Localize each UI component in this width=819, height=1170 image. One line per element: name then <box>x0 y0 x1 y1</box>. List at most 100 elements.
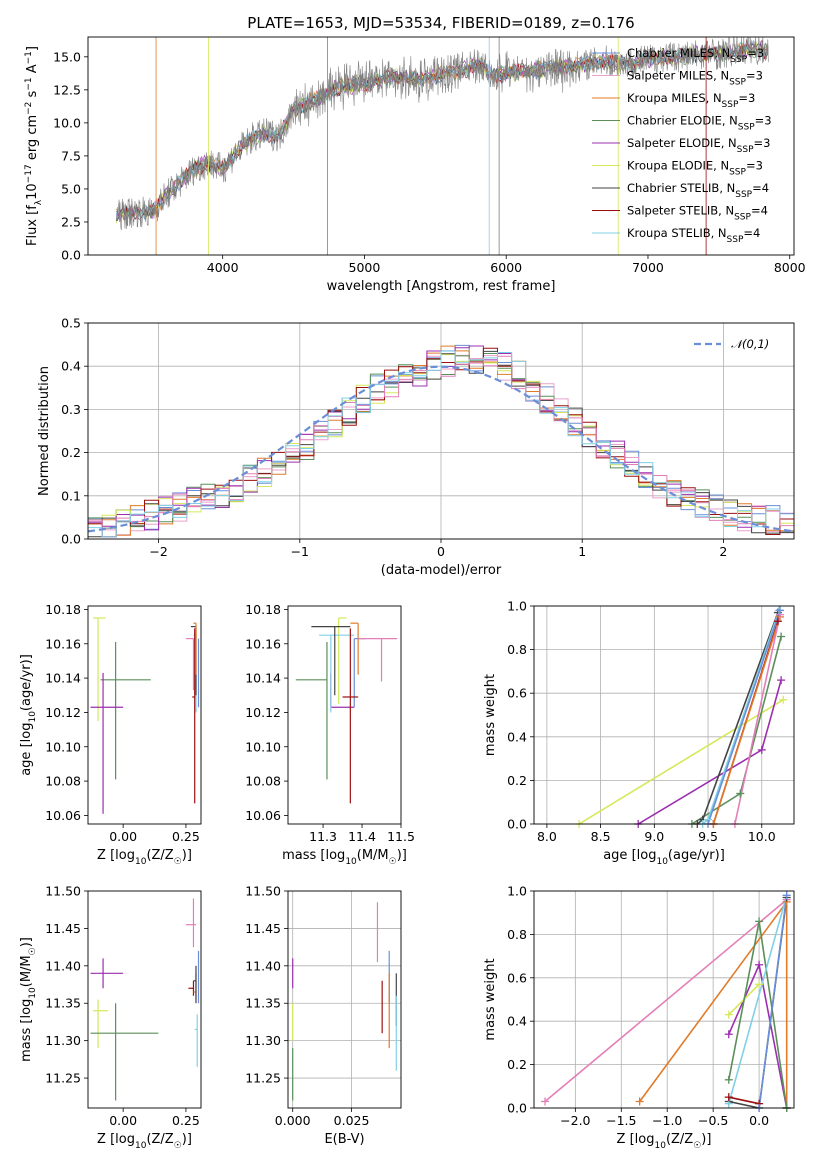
x-tick-label: 0.25 <box>172 1113 200 1128</box>
y-tick-label: 10.18 <box>45 602 81 617</box>
y-tick-label: 0.4 <box>61 359 81 374</box>
y-tick-label: 0.6 <box>507 970 527 985</box>
x-tick-label: 4000 <box>207 260 239 275</box>
y-tick-label: 0.2 <box>507 773 527 788</box>
y-axis-label: mass [log10(M/M☉)] <box>19 937 38 1062</box>
x-axis-label: mass [log10(M/M☉)] <box>282 848 407 867</box>
x-tick-label: 8.5 <box>591 829 611 844</box>
age-vs-mass-axes: 11.3 11.4 11.5 10.06 10.08 10.10 10.12 10.14 10.… <box>245 602 415 867</box>
plot-area <box>544 895 788 1108</box>
x-tick-label: −1 <box>291 544 309 559</box>
x-tick-label: 10.0 <box>748 829 776 844</box>
plot-area <box>116 37 769 255</box>
legend-label: Salpeter MILES, NSSP=3 <box>627 69 763 88</box>
massweight-vs-age-axes: 8.0 8.5 9.0 9.5 10.0 0.0 0.2 0.4 0.6 0.8 1.0 age [l… <box>483 599 795 867</box>
axes-frame <box>87 890 202 1109</box>
y-tick-label: 0.0 <box>61 248 81 263</box>
x-tick-label: 0.000 <box>275 1113 311 1128</box>
x-tick-label: −2 <box>149 544 167 559</box>
axes-frame <box>287 605 402 825</box>
y-tick-label: 0.6 <box>507 686 527 701</box>
y-tick-label: 11.25 <box>45 1071 81 1086</box>
y-tick-label: 10.12 <box>245 705 281 720</box>
x-tick-label: 0.00 <box>109 829 137 844</box>
y-axis-label: age [log10(age/yr)] <box>19 654 38 776</box>
x-tick-label: 11.5 <box>387 829 415 844</box>
legend-label: Kroupa MILES, NSSP=3 <box>627 91 755 110</box>
histogram-step <box>88 355 794 538</box>
x-tick-label: 5000 <box>349 260 381 275</box>
x-tick-label: −1.5 <box>606 1113 636 1128</box>
legend-label: Salpeter ELODIE, NSSP=3 <box>627 136 770 155</box>
y-tick-label: 10.10 <box>245 739 281 754</box>
y-tick-label: 11.35 <box>245 996 281 1011</box>
residuals-axes: −2 −1 0 1 2 0.0 0.1 0.2 0.3 0.4 0.5 (data-model)/er… <box>37 316 795 578</box>
y-tick-label: 0.0 <box>61 532 81 547</box>
x-tick-label: 9.5 <box>698 829 718 844</box>
x-axis-label: Z [log10(Z/Z☉)] <box>97 1132 192 1151</box>
x-tick-label: 0.0 <box>749 1113 769 1128</box>
plot-area <box>88 344 794 538</box>
y-tick-label: 0.0 <box>507 817 527 832</box>
y-tick-label: 10.10 <box>45 739 81 754</box>
y-tick-label: 0.2 <box>61 445 81 460</box>
x-tick-label: 0.025 <box>334 1113 370 1128</box>
y-axis-label: mass weight <box>483 958 498 1040</box>
observed-spectrum-line <box>116 37 769 230</box>
y-tick-label: 11.30 <box>245 1033 281 1048</box>
y-tick-label: 10.0 <box>53 115 81 130</box>
y-tick-label: 10.16 <box>245 636 281 651</box>
x-axis-label: E(B-V) <box>324 1132 364 1147</box>
y-tick-label: 1.0 <box>507 884 527 899</box>
plot-area <box>578 610 784 824</box>
legend-label: Salpeter STELIB, NSSP=4 <box>627 204 768 223</box>
axes-frame <box>533 890 795 1109</box>
x-tick-label: 11.3 <box>309 829 337 844</box>
massweight-line <box>734 614 781 824</box>
legend-label: Kroupa STELIB, NSSP=4 <box>627 226 760 245</box>
y-axis-label: Normed distribution <box>37 366 52 496</box>
normal-reference-curve <box>88 365 794 533</box>
y-axis-label: mass weight <box>483 674 498 756</box>
massweight-line <box>696 612 779 824</box>
y-tick-label: 11.50 <box>245 884 281 899</box>
y-tick-label: 10.12 <box>45 705 81 720</box>
legend-label: 𝒩(0,1) <box>731 337 769 351</box>
y-tick-label: 10.06 <box>45 808 81 823</box>
y-tick-label: 15.0 <box>53 49 81 64</box>
y-tick-label: 11.45 <box>245 921 281 936</box>
figure-title: PLATE=1653, MJD=53534, FIBERID=0189, z=0… <box>247 14 634 32</box>
y-tick-label: 11.50 <box>45 884 81 899</box>
mass-vs-metallicity-axes: 0.00 0.25 11.25 11.30 11.35 11.40 11.45 11.50 Z … <box>19 884 202 1151</box>
y-tick-label: 0.4 <box>507 729 527 744</box>
x-tick-label: −1.0 <box>652 1113 682 1128</box>
x-tick-label: 1 <box>578 544 586 559</box>
y-tick-label: 1.0 <box>507 599 527 614</box>
legend-label: Chabrier MILES, NSSP=3 <box>627 46 764 65</box>
x-tick-label: 6000 <box>490 260 522 275</box>
y-tick-label: 11.35 <box>45 996 81 1011</box>
y-tick-label: 5.0 <box>61 181 81 196</box>
axes-frame <box>87 605 202 825</box>
x-axis-label: (data-model)/error <box>381 563 502 578</box>
massweight-line <box>728 895 788 1104</box>
y-tick-label: 0.0 <box>507 1101 527 1116</box>
x-tick-label: 11.4 <box>348 829 376 844</box>
x-axis-label: wavelength [Angstrom, rest frame] <box>327 279 556 294</box>
y-tick-label: 12.5 <box>53 82 81 97</box>
y-axis-label: Flux [fλ10−17 erg cm−2 s−1 A−1] <box>24 46 44 246</box>
histogram-step <box>88 350 794 538</box>
x-tick-label: −0.5 <box>698 1113 728 1128</box>
y-tick-label: 10.18 <box>245 602 281 617</box>
y-tick-label: 11.40 <box>45 958 81 973</box>
legend-label: Chabrier STELIB, NSSP=4 <box>627 181 769 200</box>
plot-area <box>295 617 398 804</box>
massweight-line <box>578 699 784 824</box>
y-tick-label: 11.40 <box>245 958 281 973</box>
massweight-line <box>707 610 781 824</box>
y-tick-label: 10.08 <box>45 774 81 789</box>
x-axis-label: Z [log10(Z/Z☉)] <box>97 848 192 867</box>
x-tick-label: 8.0 <box>537 829 557 844</box>
plot-area <box>90 898 200 1101</box>
